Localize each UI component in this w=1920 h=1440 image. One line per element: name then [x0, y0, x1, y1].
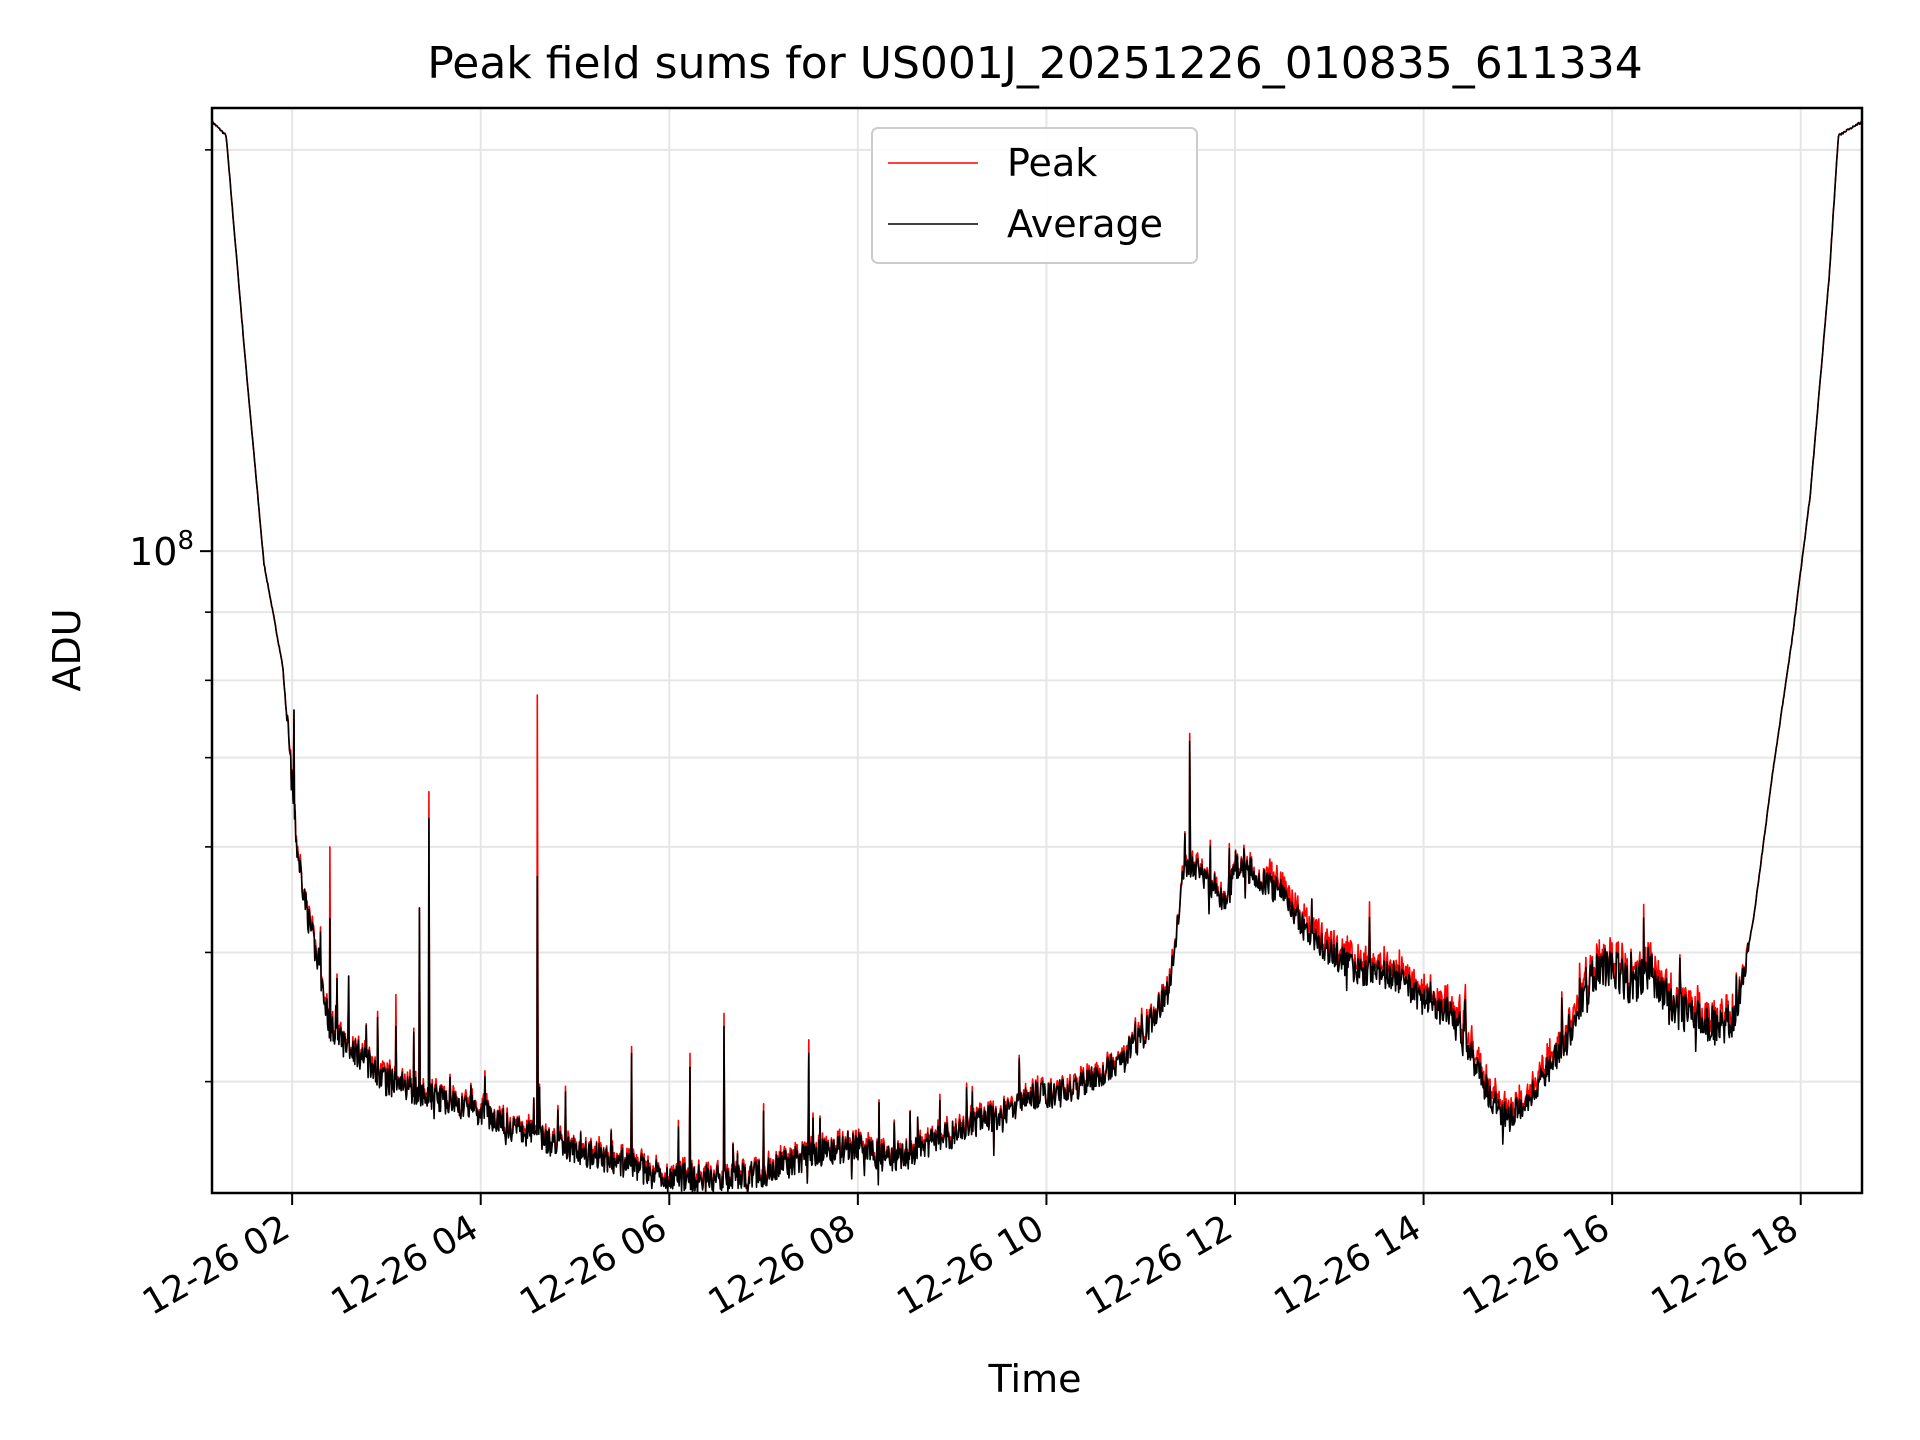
y-tick-base: 10 — [129, 530, 177, 574]
legend-peak-label: Peak — [1007, 141, 1097, 185]
average-series-group — [211, 119, 1863, 1194]
plot-area-frame — [210, 106, 1864, 1195]
y-tick-label: 108 — [129, 526, 194, 574]
plot-data — [211, 119, 1863, 1194]
x-axis-label: Time — [988, 1357, 1082, 1401]
legend: Peak Average — [871, 127, 1198, 264]
legend-average-label: Average — [1007, 202, 1163, 246]
y-tick-exponent: 8 — [177, 526, 194, 556]
chart-title: Peak field sums for US001J_20251226_0108… — [427, 38, 1642, 89]
y-axis-ticks: 108 — [129, 149, 212, 1083]
y-axis-label: ADU — [45, 608, 89, 691]
legend-box — [871, 127, 1198, 264]
average-series-line — [211, 119, 1863, 1194]
